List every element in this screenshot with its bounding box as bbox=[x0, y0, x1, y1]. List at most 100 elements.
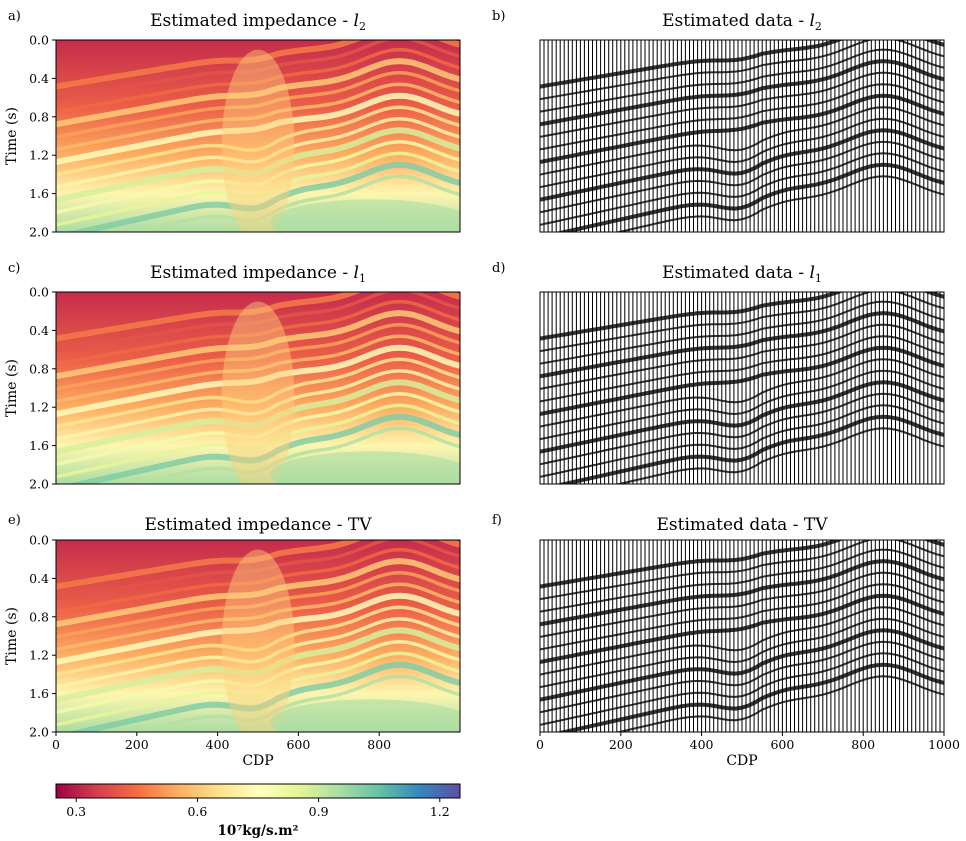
y-tick-label: 2.0 bbox=[29, 225, 49, 240]
reflector bbox=[540, 392, 944, 466]
panel-title: Estimated impedance - TV bbox=[144, 515, 372, 535]
reflector bbox=[614, 675, 944, 732]
impedance-layer bbox=[56, 368, 460, 441]
x-tick-label: 600 bbox=[770, 737, 794, 752]
impedance-layer bbox=[56, 540, 460, 601]
panel-a: a) Estimated impedance - l2 0.0 0.4 0.8 1.2 1.… bbox=[4, 9, 461, 240]
y-axis-label: Time (s) bbox=[4, 359, 20, 417]
impedance-layer bbox=[56, 292, 460, 342]
y-tick-label: 1.6 bbox=[29, 186, 49, 201]
reflector bbox=[540, 140, 944, 214]
panel-e: e) Estimated impedance - TV 0.0 0.4 0.8 1.2 1.… bbox=[4, 513, 461, 769]
reflector bbox=[540, 292, 944, 341]
y-tick-label: 2.0 bbox=[29, 477, 49, 492]
axes-frame bbox=[55, 39, 461, 233]
panel-label: f) bbox=[492, 513, 502, 528]
seismic-wiggles bbox=[540, 40, 944, 232]
colorbar: 0.3 0.6 0.9 1.2 10⁷kg/s.m² bbox=[55, 783, 461, 839]
panel-b: b) Estimated data - l2 bbox=[492, 9, 945, 233]
impedance-layer bbox=[56, 40, 460, 90]
title-main: Estimated data - TV bbox=[657, 515, 829, 535]
reflector bbox=[540, 40, 944, 101]
reflector bbox=[540, 617, 944, 689]
reflector bbox=[540, 548, 944, 613]
panel-label: e) bbox=[8, 513, 21, 528]
impedance-layer bbox=[56, 627, 460, 703]
y-tick-label: 1.6 bbox=[29, 438, 49, 453]
reflector bbox=[540, 300, 944, 365]
impedance-layer bbox=[56, 592, 460, 665]
reflector bbox=[614, 175, 944, 232]
reflector bbox=[540, 152, 944, 226]
title-norm: l bbox=[354, 11, 359, 31]
panel-title: Estimated impedance - l2 bbox=[150, 11, 366, 33]
reflector bbox=[555, 414, 944, 484]
impedance-layer bbox=[56, 70, 460, 139]
y-tick-label: 1.2 bbox=[29, 148, 49, 163]
fault-zone bbox=[221, 49, 295, 232]
title-norm: l bbox=[809, 11, 814, 31]
y-tick-label: 0.8 bbox=[29, 109, 49, 124]
fault-zone bbox=[221, 301, 295, 484]
impedance-layer bbox=[56, 334, 460, 404]
reflector bbox=[540, 606, 944, 676]
y-tick-label: 0.0 bbox=[29, 533, 49, 548]
x-tick-label: 400 bbox=[690, 737, 714, 752]
impedance-layer bbox=[56, 616, 460, 689]
title-norm: l bbox=[809, 263, 814, 283]
impedance-layer bbox=[56, 82, 460, 152]
axes-frame bbox=[539, 291, 945, 485]
axes-frame bbox=[55, 291, 461, 485]
impedance-layer bbox=[56, 392, 460, 467]
reflector bbox=[555, 662, 944, 732]
panel-f: f) Estimated data - TV 0 200 400 600 800 1000 CD… bbox=[492, 513, 960, 769]
panel-c: c) Estimated impedance - l1 0.0 0.4 0.8 1.2 1.… bbox=[4, 261, 461, 492]
x-tick-label: 0 bbox=[52, 737, 60, 752]
impedance-layer bbox=[56, 322, 460, 391]
impedance-layer bbox=[56, 151, 460, 227]
colorbar-tick-label: 1.2 bbox=[430, 804, 450, 819]
colorbar-tick-label: 0.6 bbox=[187, 804, 207, 819]
x-tick-label: 200 bbox=[125, 737, 149, 752]
reflector bbox=[540, 48, 944, 113]
impedance-layer bbox=[56, 403, 460, 479]
impedance-layer bbox=[56, 92, 460, 165]
trace-lines bbox=[540, 540, 944, 732]
title-subscript: 2 bbox=[815, 20, 822, 33]
reflector bbox=[540, 404, 944, 478]
seismic-wiggles bbox=[540, 292, 944, 484]
colorbar-tick-label: 0.3 bbox=[66, 804, 86, 819]
impedance-layer bbox=[56, 357, 460, 429]
reflector bbox=[540, 358, 944, 428]
impedance-layer bbox=[56, 105, 460, 177]
reflector bbox=[540, 540, 944, 601]
impedance-layer bbox=[56, 47, 460, 114]
y-tick-label: 1.2 bbox=[29, 648, 49, 663]
title-main: Estimated impedance - bbox=[150, 11, 353, 31]
y-tick-label: 0.4 bbox=[29, 71, 49, 86]
reflector bbox=[540, 106, 944, 176]
y-tick-label: 0.0 bbox=[29, 285, 49, 300]
impedance-layer bbox=[127, 674, 460, 732]
fault-zone bbox=[221, 549, 295, 732]
trace-lines bbox=[540, 292, 944, 484]
x-tick-label: 800 bbox=[851, 737, 875, 752]
title-subscript: 2 bbox=[359, 20, 366, 33]
reflector bbox=[540, 59, 944, 127]
panel-title: Estimated data - l1 bbox=[662, 263, 822, 285]
impedance-layer bbox=[56, 540, 460, 590]
impedance-layer bbox=[56, 40, 460, 101]
title-main: Estimated impedance - TV bbox=[144, 515, 372, 535]
x-tick-label: 0 bbox=[536, 737, 544, 752]
y-tick-label: 0.8 bbox=[29, 609, 49, 624]
x-axis-label: CDP bbox=[726, 753, 757, 769]
reflector bbox=[540, 40, 944, 89]
panel-title: Estimated data - TV bbox=[657, 515, 829, 535]
impedance-layer bbox=[56, 582, 460, 652]
impedance-layer bbox=[66, 413, 460, 484]
impedance-layer bbox=[56, 344, 460, 417]
high-impedance-region bbox=[270, 699, 460, 732]
impedance-layer bbox=[56, 558, 460, 628]
reflector bbox=[540, 652, 944, 726]
reflector bbox=[540, 71, 944, 138]
